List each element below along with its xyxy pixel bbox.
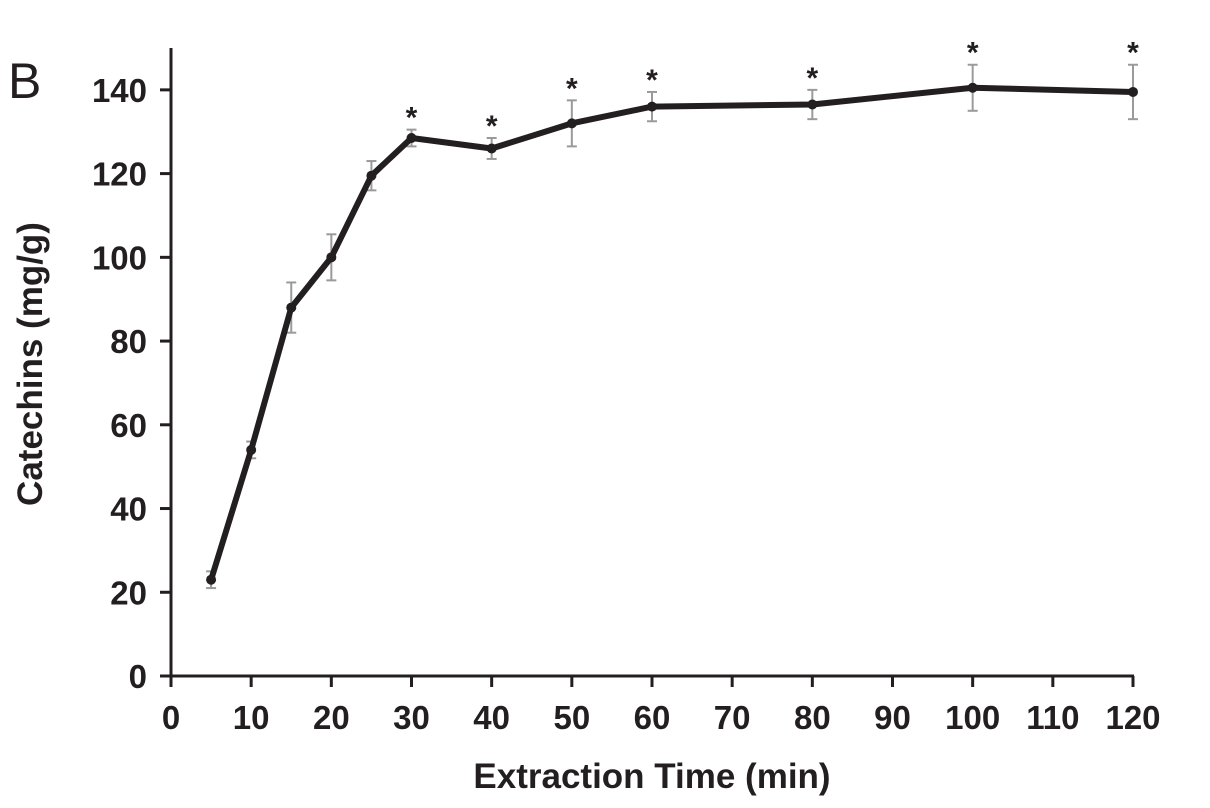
data-point [566,118,577,129]
x-tick-label: 110 [1026,699,1079,736]
y-tick-label: 20 [110,574,147,611]
significance-asterisk: * [806,62,818,95]
data-point [406,133,417,144]
y-tick-label: 0 [129,658,147,695]
significance-asterisk: * [646,64,658,97]
x-tick-label: 60 [634,699,671,736]
x-axis-label: Extraction Time (min) [473,757,830,796]
x-tick-label: 100 [945,699,1000,736]
x-tick-label: 40 [473,699,510,736]
x-tick-label: 50 [553,699,590,736]
x-tick-label: 70 [714,699,751,736]
significance-asterisk: * [1127,37,1139,70]
error-bars [206,63,1138,590]
x-tick-label: 30 [393,699,430,736]
significance-asterisk: * [967,37,979,70]
data-point [326,252,337,263]
data-point [1128,86,1138,97]
data-point [486,143,497,154]
data-point [967,82,978,93]
y-tick-label: 60 [110,407,147,444]
significance-asterisk: * [406,102,418,135]
x-tick-label: 0 [162,699,180,736]
x-tick-label: 120 [1105,699,1160,736]
data-point [807,99,818,110]
significance-asterisk: * [486,110,498,143]
x-tick-label: 20 [313,699,350,736]
y-tick-label: 80 [110,323,147,360]
x-tick-label: 10 [233,699,270,736]
data-point [246,444,257,455]
axes: 0 10 20 30 40 50 60 70 80 90 100 110 120 0 20 40 60 80 100… [92,48,1161,736]
x-tick-label: 90 [874,699,911,736]
data-point [206,574,217,585]
y-tick-label: 120 [92,156,147,193]
y-tick-label: 40 [110,491,147,528]
y-tick-label: 140 [92,72,147,109]
panel-label: B [8,53,41,109]
data-point [647,101,657,112]
series-group [206,82,1138,585]
y-axis-label: Catechins (mg/g) [11,222,50,506]
data-point [286,302,297,313]
series-line [208,84,1136,583]
significance-asterisk: * [566,72,578,105]
x-tick-label: 80 [794,699,831,736]
data-point [366,170,377,181]
y-tick-label: 100 [92,239,147,276]
significance-marks: * * * * * * * [406,37,1140,143]
